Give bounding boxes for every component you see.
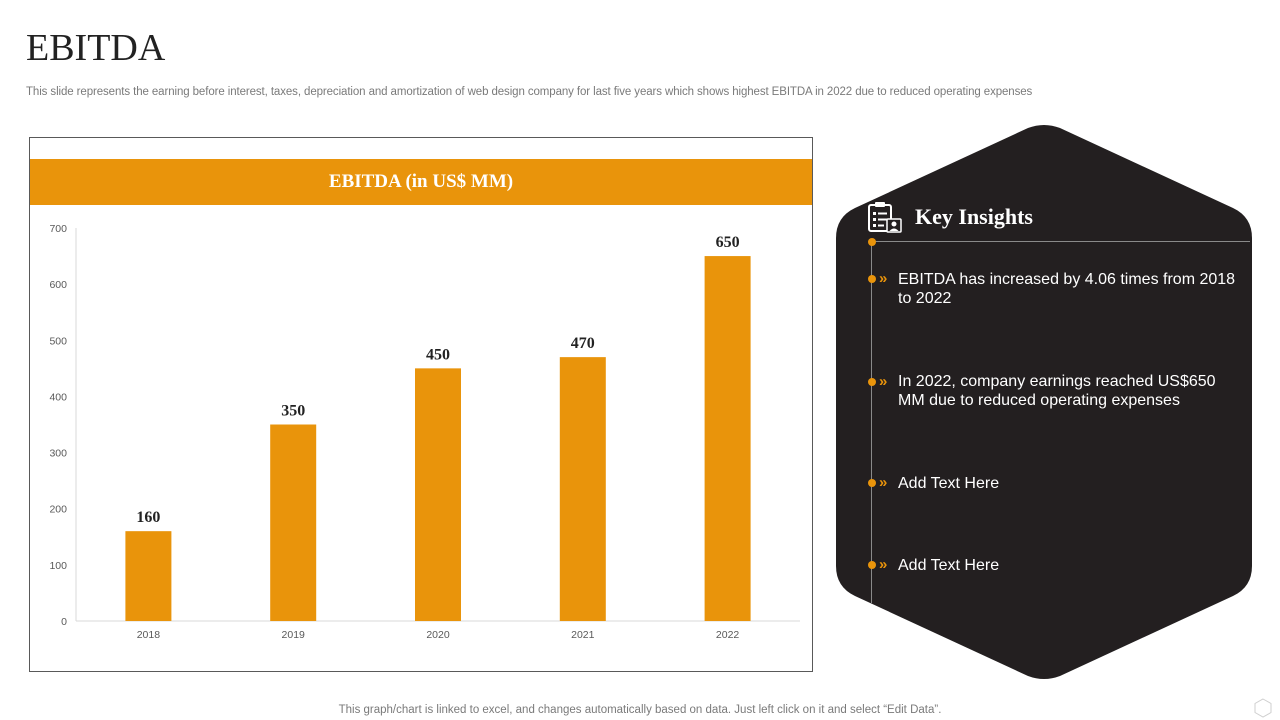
- bar-2022[interactable]: [704, 256, 751, 621]
- x-tick-label: 2020: [426, 629, 450, 641]
- x-tick-label: 2018: [137, 629, 161, 641]
- bullet-dot: [868, 561, 876, 569]
- bullet-dot: [868, 378, 876, 386]
- y-tick-label: 600: [49, 279, 67, 291]
- chevron-right-icon: »: [879, 373, 887, 390]
- x-tick-label: 2019: [282, 629, 306, 641]
- insight-item-4: Add Text Here: [898, 557, 1000, 574]
- hexagon-background: [836, 125, 1252, 679]
- bullet-dot: [868, 275, 876, 283]
- bar-2019[interactable]: [270, 424, 317, 622]
- key-insights-title: Key Insights: [915, 204, 1033, 229]
- data-label: 450: [426, 346, 450, 363]
- chevron-right-icon: »: [879, 270, 887, 287]
- chevron-right-icon: »: [879, 556, 887, 573]
- y-tick-label: 0: [61, 616, 67, 628]
- ebitda-bar-chart[interactable]: 0 100 200 300 400 500 600 700 160 2018 350 2019 450 2…: [30, 138, 814, 673]
- key-insights-panel: Key Insights » EBITDA has increased by 4…: [834, 124, 1254, 680]
- y-tick-label: 700: [49, 223, 67, 235]
- timeline-dot: [868, 238, 876, 246]
- insights-divider: [870, 241, 1250, 242]
- page-title: EBITDA: [26, 27, 166, 69]
- chart-title: EBITDA (in US$ MM): [30, 159, 812, 205]
- page-subtitle: This slide represents the earning before…: [26, 86, 1033, 98]
- chevron-right-icon: »: [879, 474, 887, 491]
- insight-item-1: EBITDA has increased by 4.06 times from …: [898, 271, 1236, 307]
- y-tick-label: 200: [49, 504, 67, 516]
- y-tick-label: 500: [49, 335, 67, 347]
- hexagon-outline-icon: [1254, 698, 1272, 718]
- data-label: 160: [136, 509, 160, 526]
- bar-2020[interactable]: [415, 368, 461, 621]
- bullet-dot: [868, 479, 876, 487]
- clipboard-user-icon: [868, 202, 902, 233]
- footer-note: This graph/chart is linked to excel, and…: [338, 704, 942, 716]
- insight-item-3: Add Text Here: [898, 475, 1000, 492]
- x-tick-label: 2022: [716, 629, 740, 641]
- y-tick-label: 400: [49, 391, 67, 403]
- bar-2018[interactable]: [125, 531, 172, 621]
- y-tick-label: 300: [49, 448, 67, 460]
- data-label: 470: [571, 335, 595, 352]
- chart-container[interactable]: EBITDA (in US$ MM) 0 100 200 300 400 500 600 70…: [29, 137, 813, 672]
- data-label: 350: [281, 403, 305, 420]
- y-tick-label: 100: [49, 560, 67, 572]
- bar-2021[interactable]: [559, 357, 606, 621]
- insight-item-2: In 2022, company earnings reached US$650…: [898, 373, 1216, 409]
- data-label: 650: [716, 234, 740, 251]
- insights-timeline: [871, 241, 872, 603]
- x-tick-label: 2021: [571, 629, 595, 641]
